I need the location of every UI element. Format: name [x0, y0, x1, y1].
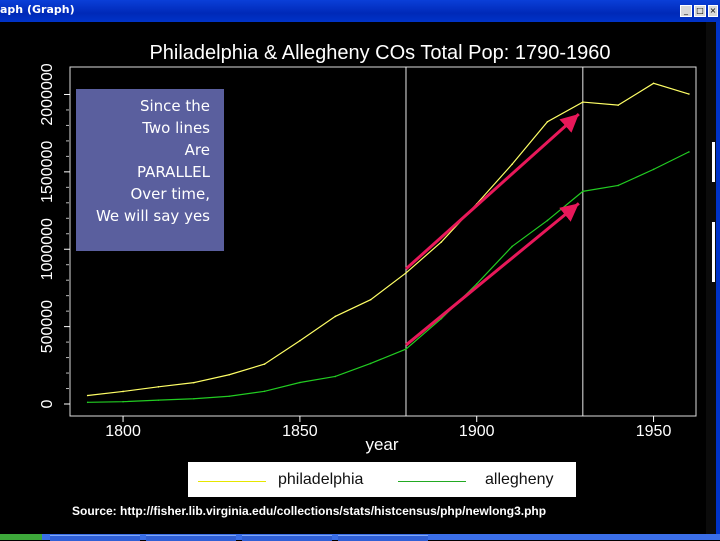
taskbar [0, 534, 720, 541]
trend-arrow [404, 112, 580, 271]
data-point-philadelphia [122, 390, 124, 393]
data-point-philadelphia [228, 373, 230, 376]
data-point-philadelphia [652, 82, 655, 85]
series-line-philadelphia [87, 82, 690, 397]
y-tick-label: 0 [39, 399, 56, 408]
x-axis: 1800 1850 1900 1950 [105, 416, 671, 440]
side-panel-edge [706, 22, 720, 534]
reference-lines [405, 67, 584, 416]
close-button[interactable]: × [708, 5, 718, 17]
data-point-allegheny [86, 401, 89, 404]
data-point-allegheny [617, 184, 619, 187]
legend-swatch-philadelphia [198, 481, 266, 482]
start-button[interactable] [0, 534, 42, 540]
data-point-allegheny [546, 219, 549, 222]
data-point-allegheny [582, 190, 584, 193]
legend-label-allegheny: allegheny [485, 471, 554, 488]
plot-frame [69, 66, 697, 417]
window-title-bar: aph (Graph) _ □ × [0, 0, 720, 22]
data-point-philadelphia [688, 93, 690, 95]
taskbar-item[interactable] [242, 535, 332, 541]
data-point-allegheny [263, 390, 266, 393]
panel-stripe [716, 22, 720, 534]
series-group [86, 82, 690, 404]
data-point-philadelphia [86, 394, 89, 397]
note-line: PARALLEL [137, 163, 210, 181]
data-point-allegheny [157, 399, 160, 401]
data-point-allegheny [511, 245, 513, 248]
arrows-group [404, 112, 580, 347]
minimize-button[interactable]: _ [680, 5, 692, 17]
data-point-philadelphia [511, 163, 513, 166]
taskbar-item[interactable] [146, 535, 236, 541]
note-line: Two lines [142, 119, 210, 137]
taskbar-item[interactable] [50, 535, 140, 541]
scroll-marker [712, 222, 715, 282]
legend-label-philadelphia: philadelphia [278, 471, 364, 488]
maximize-button[interactable]: □ [694, 5, 706, 17]
y-axis: 0 500000 1000000 1500000 2000000 [39, 63, 70, 408]
data-point-allegheny [334, 375, 337, 378]
data-point-allegheny [192, 397, 195, 400]
x-tick-label: 1900 [459, 423, 495, 440]
data-point-philadelphia [157, 386, 160, 388]
data-point-philadelphia [369, 298, 372, 301]
data-point-philadelphia [405, 272, 407, 274]
x-tick-label: 1950 [636, 423, 672, 440]
data-point-allegheny [652, 168, 655, 171]
data-point-allegheny [369, 362, 372, 365]
data-point-allegheny [475, 283, 478, 285]
scroll-marker [712, 142, 715, 182]
data-point-philadelphia [617, 104, 619, 106]
data-point-philadelphia [582, 101, 584, 103]
annotation-box: Since the Two lines Are PARALLEL Over ti… [76, 89, 224, 251]
data-point-philadelphia [334, 315, 337, 318]
data-point-philadelphia [546, 120, 549, 123]
window-title: aph (Graph) [0, 3, 75, 16]
source-citation: Source: http://fisher.lib.virginia.edu/c… [72, 504, 547, 518]
y-tick-label: 1500000 [39, 141, 56, 203]
legend-swatch-allegheny [398, 481, 466, 482]
data-point-allegheny [228, 395, 230, 398]
note-line: Over time, [130, 185, 210, 203]
data-point-allegheny [688, 151, 690, 153]
chart-legend: philadelphia allegheny [188, 462, 576, 497]
note-line: We will say yes [95, 207, 210, 225]
y-tick-label: 2000000 [39, 63, 56, 125]
data-point-philadelphia [440, 241, 443, 243]
data-point-philadelphia [192, 381, 195, 384]
data-point-allegheny [299, 381, 301, 384]
taskbar-item[interactable] [338, 535, 428, 541]
x-tick-label: 1850 [282, 423, 318, 440]
trend-arrow [405, 202, 580, 347]
data-point-philadelphia [299, 339, 301, 342]
chart-title: Philadelphia & Allegheny COs Total Pop: … [149, 42, 610, 64]
plot-border [69, 66, 697, 417]
population-chart: Philadelphia & Allegheny COs Total Pop: … [39, 42, 697, 454]
x-tick-label: 1800 [105, 423, 141, 440]
data-point-philadelphia [263, 363, 266, 365]
note-line: Are [184, 141, 210, 159]
data-point-allegheny [405, 348, 407, 350]
x-axis-label: year [365, 435, 398, 454]
y-tick-label: 500000 [39, 300, 56, 353]
y-tick-label: 1000000 [39, 218, 56, 280]
data-point-allegheny [122, 400, 124, 403]
series-line-allegheny [87, 151, 690, 403]
note-line: Since the [139, 97, 210, 115]
